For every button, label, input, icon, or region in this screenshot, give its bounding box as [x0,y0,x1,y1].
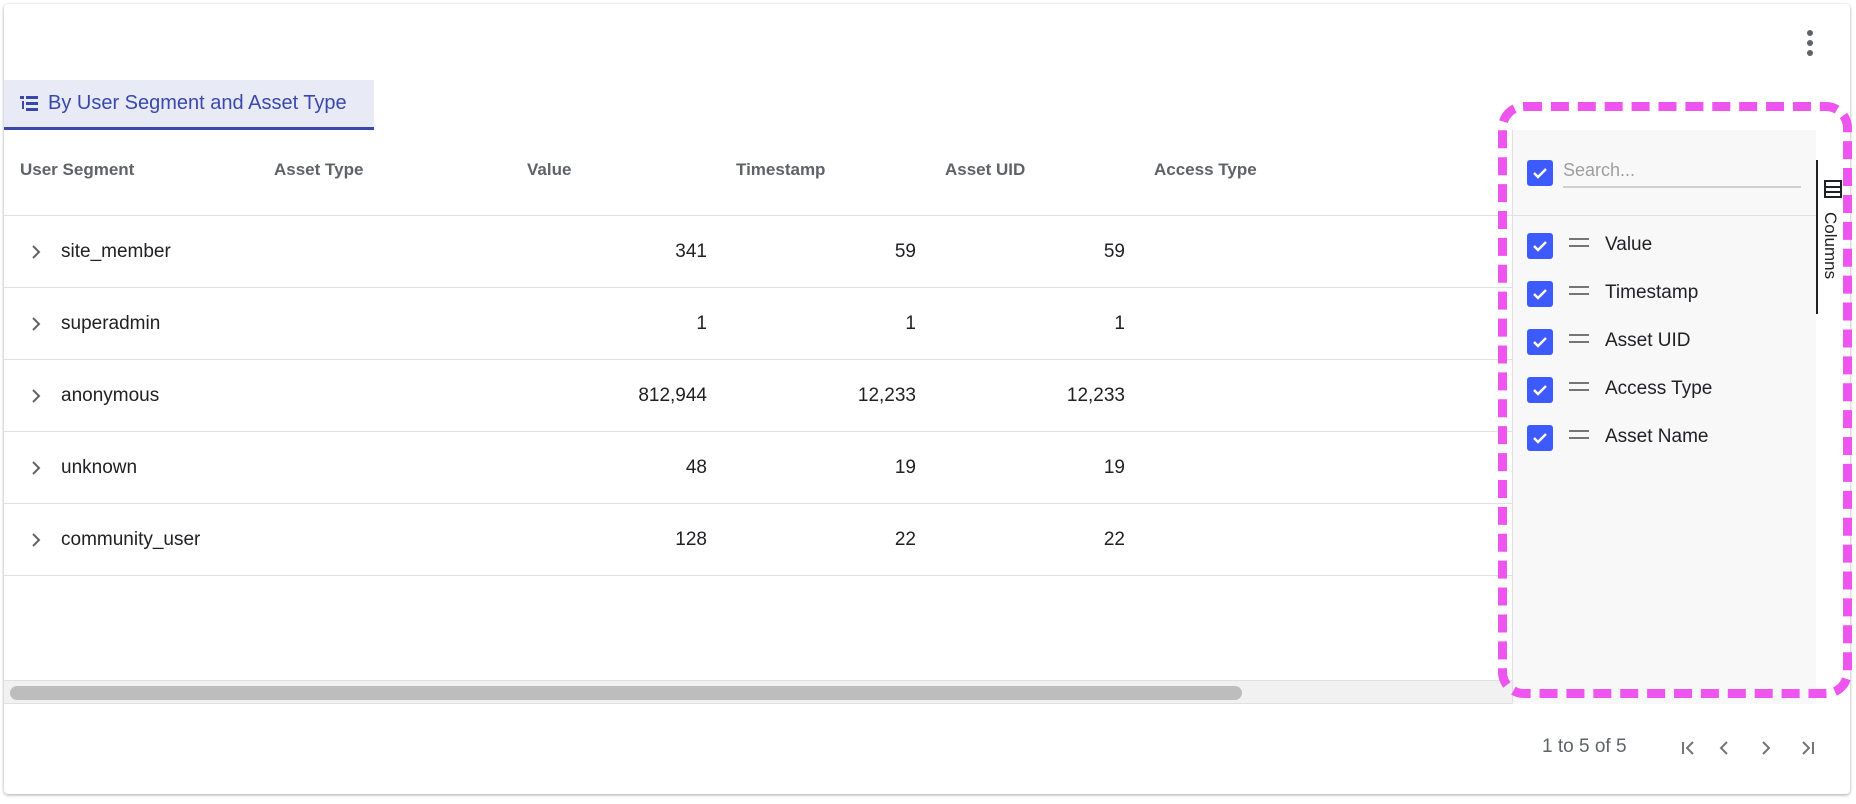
column-toggle-access-type[interactable]: Access Type [1513,366,1817,414]
column-label: Asset Name [1605,426,1709,447]
cell-timestamp: 1 [905,313,916,334]
columns-side-tab[interactable]: Columns [1816,160,1848,314]
columns-side-tab-label: Columns [1821,212,1840,280]
header-timestamp[interactable]: Timestamp [736,160,826,179]
columns-search-input[interactable] [1563,154,1801,188]
check-icon [1533,289,1547,300]
chevron-right-icon[interactable] [24,384,48,408]
select-all-columns-checkbox[interactable] [1527,160,1553,186]
chevron-right-icon[interactable] [24,240,48,264]
check-icon [1533,385,1547,396]
column-checkbox[interactable] [1527,329,1553,355]
header-asset-type[interactable]: Asset Type [274,160,364,179]
previous-page-icon[interactable] [1712,736,1736,760]
horizontal-scrollbar[interactable] [4,680,1512,704]
columns-tool-panel: Value Timestamp Asset UID Access Type As… [1512,130,1817,704]
column-checkbox[interactable] [1527,233,1553,259]
chevron-right-icon[interactable] [24,456,48,480]
data-grid: User Segment Asset Type Value Timestamp … [4,130,1512,676]
cell-asset-uid: 12,233 [1066,385,1125,406]
cell-asset-uid: 59 [1103,241,1125,262]
next-page-icon[interactable] [1754,736,1778,760]
check-icon [1533,433,1547,444]
check-icon [1533,168,1547,179]
tab-label: By User Segment and Asset Type [48,92,347,114]
cell-value: 128 [675,529,707,550]
table-row[interactable]: community_user 128 22 22 [4,504,1512,576]
cell-value: 1 [696,313,707,334]
cell-user-segment: anonymous [61,385,160,406]
cell-asset-uid: 19 [1103,457,1125,478]
grid-header: User Segment Asset Type Value Timestamp … [4,130,1512,216]
column-label: Timestamp [1605,282,1699,303]
header-access-type[interactable]: Access Type [1154,160,1257,179]
columns-panel-header [1513,130,1817,216]
horizontal-scrollbar-thumb[interactable] [10,686,1242,700]
tree-list-icon [20,95,38,111]
drag-handle-icon[interactable] [1569,286,1589,298]
column-toggle-asset-name[interactable]: Asset Name [1513,414,1817,462]
cell-timestamp: 12,233 [857,385,916,406]
cell-user-segment: site_member [61,241,171,262]
more-options-icon[interactable] [1796,26,1824,60]
cell-timestamp: 22 [894,529,916,550]
chevron-right-icon[interactable] [24,312,48,336]
cell-user-segment: unknown [61,457,138,478]
pagination: 1 to 5 of 5 [1500,730,1850,764]
first-page-icon[interactable] [1676,736,1700,760]
cell-asset-uid: 22 [1103,529,1125,550]
chevron-right-icon[interactable] [24,528,48,552]
cell-asset-uid: 1 [1114,313,1125,334]
drag-handle-icon[interactable] [1569,238,1589,250]
table-row[interactable]: superadmin 1 1 1 [4,288,1512,360]
table-row[interactable]: site_member 341 59 59 [4,216,1512,288]
check-icon [1533,241,1547,252]
cell-value: 341 [675,241,707,262]
pagination-summary: 1 to 5 of 5 [1542,736,1627,757]
cell-value: 812,944 [638,385,707,406]
cell-timestamp: 59 [894,241,916,262]
header-user-segment[interactable]: User Segment [20,160,135,179]
tab-user-segment-asset-type[interactable]: By User Segment and Asset Type [4,80,374,130]
column-label: Value [1605,234,1653,255]
header-value[interactable]: Value [527,160,572,179]
column-toggle-asset-uid[interactable]: Asset UID [1513,318,1817,366]
column-label: Asset UID [1605,330,1691,351]
cell-timestamp: 19 [894,457,916,478]
last-page-icon[interactable] [1796,736,1820,760]
column-toggle-timestamp[interactable]: Timestamp [1513,270,1817,318]
column-label: Access Type [1605,378,1713,399]
column-checkbox[interactable] [1527,377,1553,403]
grid-body: site_member 341 59 59 superadmin 1 1 1 a… [4,216,1512,576]
drag-handle-icon[interactable] [1569,382,1589,394]
drag-handle-icon[interactable] [1569,334,1589,346]
cell-value: 48 [685,457,707,478]
column-toggle-value[interactable]: Value [1513,222,1817,270]
column-checkbox[interactable] [1527,281,1553,307]
table-row[interactable]: unknown 48 19 19 [4,432,1512,504]
cell-user-segment: superadmin [61,313,161,334]
column-checkbox[interactable] [1527,425,1553,451]
cell-user-segment: community_user [61,529,201,550]
header-asset-uid[interactable]: Asset UID [945,160,1026,179]
table-row[interactable]: anonymous 812,944 12,233 12,233 [4,360,1512,432]
drag-handle-icon[interactable] [1569,430,1589,442]
check-icon [1533,337,1547,348]
columns-icon [1824,180,1842,198]
